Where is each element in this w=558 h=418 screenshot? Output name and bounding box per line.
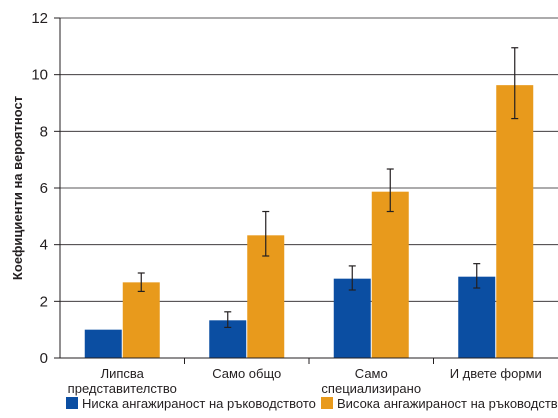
category-label: специализирано — [321, 381, 421, 396]
y-tick-label: 2 — [40, 293, 48, 310]
axes — [59, 18, 558, 364]
error-bar — [262, 210, 270, 257]
error-bar — [511, 47, 519, 120]
bar-low-engagement — [84, 329, 122, 358]
y-tick-label: 0 — [40, 350, 48, 367]
bar-low-engagement — [333, 278, 371, 358]
category-label: Само общо — [212, 366, 281, 381]
legend-swatch-high — [321, 397, 333, 409]
category-label: Липсва — [101, 366, 145, 381]
category-label: И двете форми — [450, 366, 542, 381]
y-tick-label: 12 — [31, 10, 48, 27]
y-tick-labels: 0 2 4 6 8 10 12 — [31, 10, 48, 367]
y-tick-label: 8 — [40, 123, 48, 140]
legend-label-low: Ниска ангажираност на ръководството — [82, 396, 316, 411]
category-label: представителство — [68, 381, 177, 396]
bar-low-engagement — [458, 276, 496, 358]
y-tick-label: 10 — [31, 67, 48, 84]
bar-high-engagement — [496, 85, 534, 359]
error-bar — [473, 263, 481, 289]
y-tick-label: 4 — [40, 237, 48, 254]
error-bars — [137, 47, 519, 328]
error-bar — [224, 311, 232, 328]
y-tick-label: 6 — [40, 180, 48, 197]
y-axis-title: Коефициенти на вероятност — [10, 96, 25, 280]
category-label: Само — [355, 366, 388, 381]
error-bar — [386, 168, 394, 213]
bars — [84, 85, 534, 359]
legend: Ниска ангажираност на ръководството Висок… — [66, 396, 558, 411]
error-bar — [137, 272, 145, 293]
bar-high-engagement — [371, 191, 409, 358]
legend-swatch-low — [66, 397, 78, 409]
legend-label-high: Висока ангажираност на ръководството — [337, 396, 558, 411]
bar-high-engagement — [122, 282, 160, 358]
error-bar — [348, 265, 356, 291]
